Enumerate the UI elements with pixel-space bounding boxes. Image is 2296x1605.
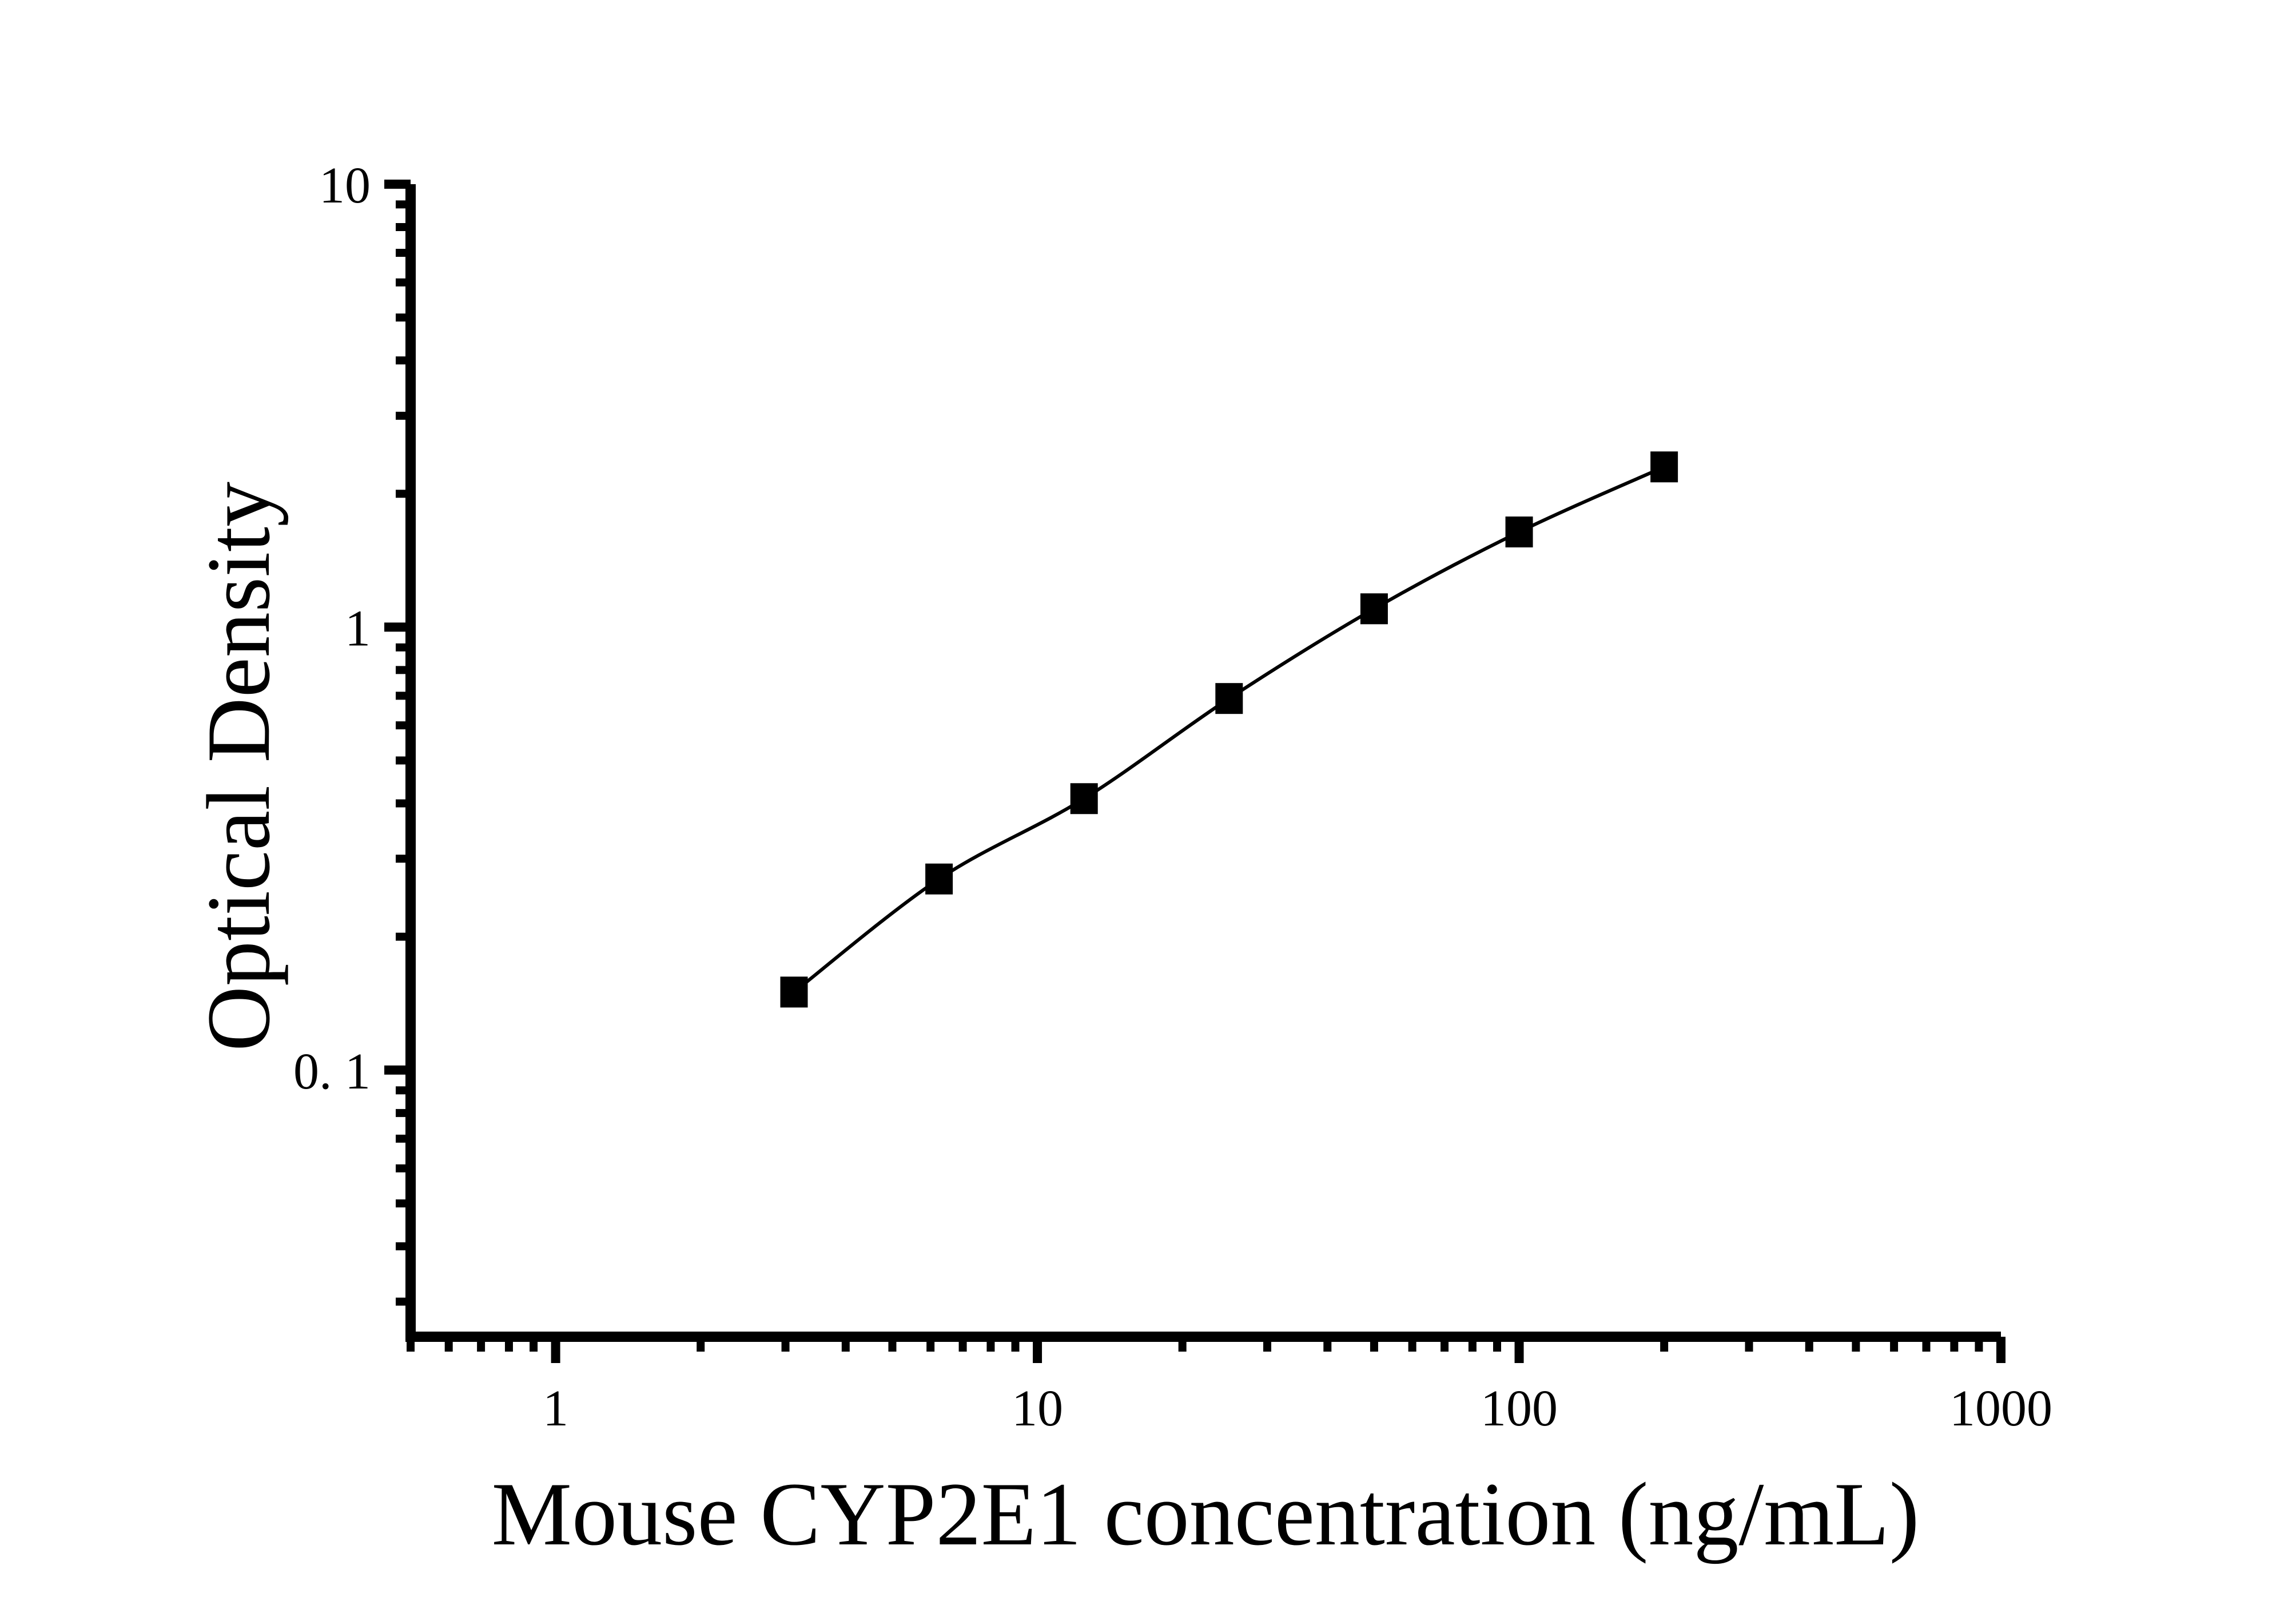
axis-ticks [384,180,2005,1363]
y-tick-label: 10 [319,157,371,214]
data-point-marker [1505,517,1533,548]
x-tick-label: 10 [1012,1380,1063,1437]
y-axis-title: Optical Density [189,482,289,1051]
standard-curve-line [793,465,1665,994]
data-point-marker [1215,683,1243,714]
data-series [780,451,1678,1008]
data-point-marker [1650,451,1678,483]
data-point-marker [1070,783,1098,815]
x-axis-title: Mouse CYP2E1 concentration (ng/mL) [492,1464,1920,1564]
data-point-marker [1360,593,1388,625]
axes [405,184,2001,1342]
y-tick-label: 1 [345,600,371,657]
x-tick-label: 1 [543,1380,568,1437]
axis-tick-labels: 1 10 100 1000 0. 1 1 10 [293,157,2052,1437]
x-tick-label: 100 [1481,1380,1558,1437]
data-point-marker [780,976,808,1008]
y-tick-label: 0. 1 [293,1043,371,1100]
data-point-marker [925,863,953,895]
x-tick-label: 1000 [1949,1380,2052,1437]
